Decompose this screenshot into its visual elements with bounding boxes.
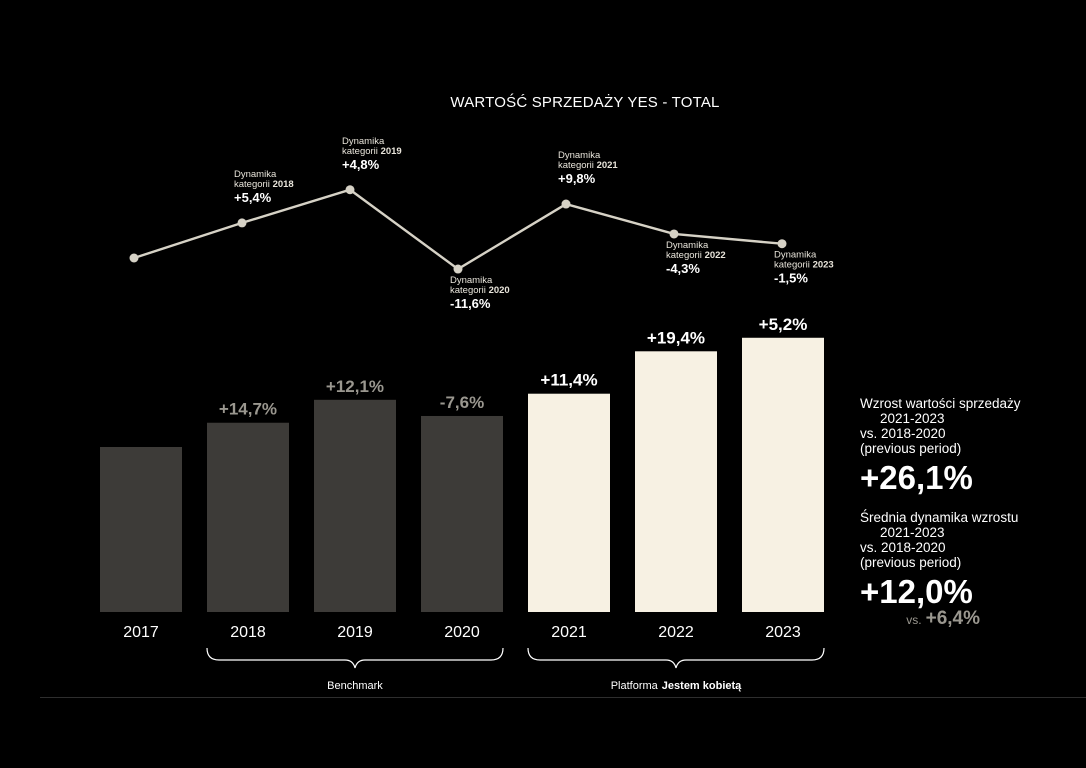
vs-label: vs. bbox=[906, 613, 922, 627]
dynamics-point-2022 bbox=[669, 229, 679, 239]
bar-label-2019: +12,1% bbox=[326, 377, 384, 396]
dynamics-point-2020 bbox=[453, 264, 463, 274]
bar-label-2023: +5,2% bbox=[759, 315, 808, 334]
group-brace-1 bbox=[527, 647, 825, 669]
annotation-line1: Dynamika bbox=[234, 169, 277, 180]
annotation-year: 2019 bbox=[381, 146, 402, 157]
annotation-value: +5,4% bbox=[234, 190, 272, 205]
annotation-line2: kategorii 2018 bbox=[234, 179, 294, 190]
summary-panel: Wzrost wartości sprzedaży 2021-2023 vs. … bbox=[860, 396, 1070, 630]
annotation-line2: kategorii 2023 bbox=[774, 260, 834, 271]
avg-comparison: vs. +6,4% bbox=[860, 608, 980, 630]
avg-label-line: Średnia dynamika wzrostu bbox=[860, 510, 1019, 525]
annotation-line1: Dynamika bbox=[558, 150, 601, 161]
growth-value: +26,1% bbox=[860, 459, 973, 496]
annotation-line1: Dynamika bbox=[450, 275, 493, 286]
avg-label: Średnia dynamika wzrostu 2021-2023 vs. 2… bbox=[860, 510, 1070, 570]
avg-label-line: (previous period) bbox=[860, 555, 962, 570]
bar-label-2021: +11,4% bbox=[540, 371, 597, 390]
annotation-value: -1,5% bbox=[774, 271, 808, 286]
bar-2021 bbox=[528, 393, 610, 612]
dynamics-point-2021 bbox=[561, 199, 571, 209]
annotation-value: +9,8% bbox=[558, 171, 596, 186]
annotation-year: 2023 bbox=[813, 260, 834, 271]
annotation-year: 2021 bbox=[597, 160, 619, 171]
annotation-line1: Dynamika bbox=[342, 136, 385, 147]
bar-2018 bbox=[207, 422, 289, 612]
growth-label-line: Wzrost wartości sprzedaży bbox=[860, 396, 1021, 411]
annotation-line1: Dynamika bbox=[774, 250, 817, 261]
annotation-line2: kategorii 2020 bbox=[450, 285, 510, 296]
growth-label-line: vs. 2018-2020 bbox=[860, 426, 946, 441]
annotation-value: +4,8% bbox=[342, 157, 380, 172]
annotation-value: -4,3% bbox=[666, 261, 700, 276]
bar-2023 bbox=[742, 337, 824, 612]
annotation-year: 2020 bbox=[489, 285, 510, 296]
x-tick-2023: 2023 bbox=[765, 624, 801, 641]
annotation-line1: Dynamika bbox=[666, 240, 709, 251]
dynamics-point-2023 bbox=[777, 239, 787, 249]
annotation-year: 2018 bbox=[273, 179, 294, 190]
bar-label-2022: +19,4% bbox=[647, 328, 705, 347]
avg-label-line: 2021-2023 bbox=[880, 525, 945, 540]
annotation-line2: kategorii 2021 bbox=[558, 160, 618, 171]
group-brace-0 bbox=[206, 647, 504, 669]
x-tick-2022: 2022 bbox=[658, 624, 694, 641]
bar-label-2018: +14,7% bbox=[219, 400, 277, 419]
dynamics-point-2019 bbox=[345, 185, 355, 195]
group-label-0: Benchmark bbox=[327, 680, 383, 692]
bar-2017 bbox=[100, 447, 182, 612]
avg-label-line: vs. 2018-2020 bbox=[860, 540, 946, 555]
annotation-year: 2022 bbox=[705, 250, 726, 261]
vs-value: +6,4% bbox=[925, 608, 980, 629]
x-tick-2020: 2020 bbox=[444, 624, 480, 641]
dynamics-point-2018 bbox=[237, 218, 247, 228]
bar-2020 bbox=[421, 415, 503, 612]
bar-2022 bbox=[635, 351, 717, 612]
growth-label-line: 2021-2023 bbox=[880, 411, 945, 426]
footer-divider bbox=[40, 697, 1086, 698]
avg-value: +12,0% bbox=[860, 573, 973, 610]
x-tick-2021: 2021 bbox=[551, 624, 587, 641]
bar-2019 bbox=[314, 399, 396, 612]
chart-title: WARTOŚĆ SPRZEDAŻY YES - TOTAL bbox=[450, 94, 720, 111]
annotation-line2: kategorii 2019 bbox=[342, 146, 402, 157]
group-label-bold: Jestem kobietą bbox=[662, 680, 742, 692]
dynamics-point-2017 bbox=[129, 253, 139, 263]
x-tick-2019: 2019 bbox=[337, 624, 373, 641]
growth-label-line: (previous period) bbox=[860, 441, 962, 456]
annotation-line2: kategorii 2022 bbox=[666, 250, 726, 261]
x-tick-2017: 2017 bbox=[123, 624, 159, 641]
x-tick-2018: 2018 bbox=[230, 624, 266, 641]
group-label-1: Platforma Jestem kobietą bbox=[611, 680, 742, 692]
growth-label: Wzrost wartości sprzedaży 2021-2023 vs. … bbox=[860, 396, 1070, 456]
bar-label-2020: -7,6% bbox=[440, 393, 484, 412]
annotation-value: -11,6% bbox=[450, 296, 491, 311]
